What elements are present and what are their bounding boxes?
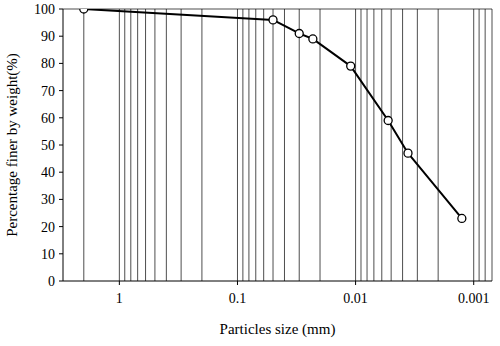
x-tick [119,281,120,285]
minor-grid-line [154,9,155,281]
minor-grid-line [299,9,300,281]
y-tick-label: 20 [41,220,55,235]
y-tick [59,36,63,37]
minor-grid-line [166,9,167,281]
minor-grid-line [479,9,480,281]
y-tick-label: 80 [41,56,55,71]
y-tick [59,253,63,254]
minor-grid-line [130,9,131,281]
minor-grid-line [373,9,374,281]
minor-grid-line [124,9,125,281]
minor-grid-line [367,9,368,281]
minor-grid-line [485,9,486,281]
y-tick [59,145,63,146]
minor-grid-line [273,9,274,281]
minor-grid-line [381,9,382,281]
x-tick-label: 0.1 [229,291,247,306]
y-tick-label: 90 [41,29,55,44]
data-point [269,16,277,24]
y-tick [59,90,63,91]
y-tick [59,172,63,173]
x-axis-label: Particles size (mm) [220,321,336,338]
grid-line [237,9,238,281]
y-tick [59,9,63,10]
x-tick [355,281,356,285]
minor-grid-line [145,9,146,281]
grid-line [355,9,356,281]
x-tick-label: 0.001 [458,291,490,306]
y-tick-label: 30 [41,192,55,207]
frame-right [492,9,493,281]
data-line [84,9,462,218]
data-point [347,62,355,70]
minor-grid-line [320,9,321,281]
y-axis-label: Percentage finer by weight(%) [4,53,21,237]
minor-grid-line [360,9,361,281]
grid-line [119,9,120,281]
data-point [458,214,466,222]
data-point [295,29,303,37]
chart: 1 0.1 0.01 0.001 0 10 20 30 40 50 60 70 80 90 100 Parti… [0,0,500,346]
minor-grid-line [391,9,392,281]
x-tick [237,281,238,285]
minor-grid-line [255,9,256,281]
y-tick [59,117,63,118]
minor-grid-line [438,9,439,281]
minor-grid-line [248,9,249,281]
y-tick-label: 0 [48,274,55,289]
y-tick-label: 40 [41,165,55,180]
data-point [404,149,412,157]
x-tick-label: 1 [116,291,123,306]
minor-grid-line [137,9,138,281]
minor-grid-line [83,9,84,281]
minor-grid-line [181,9,182,281]
y-tick [59,199,63,200]
grid-line [473,9,474,281]
minor-grid-line [263,9,264,281]
y-tick-label: 70 [41,84,55,99]
y-tick-label: 60 [41,111,55,126]
x-tick [473,281,474,285]
minor-grid-line [284,9,285,281]
y-tick [59,226,63,227]
y-tick [59,281,63,282]
minor-grid-line [201,9,202,281]
minor-grid-line [242,9,243,281]
y-tick [59,63,63,64]
y-tick-label: 100 [34,2,55,17]
minor-grid-line [417,9,418,281]
x-axis [63,281,492,282]
frame-top [63,9,492,10]
x-tick-label: 0.01 [343,291,368,306]
plot-data [80,9,466,222]
data-point [309,35,317,43]
data-point [384,117,392,125]
y-tick-label: 10 [41,247,55,262]
y-tick-label: 50 [41,138,55,153]
data-point [80,9,88,13]
